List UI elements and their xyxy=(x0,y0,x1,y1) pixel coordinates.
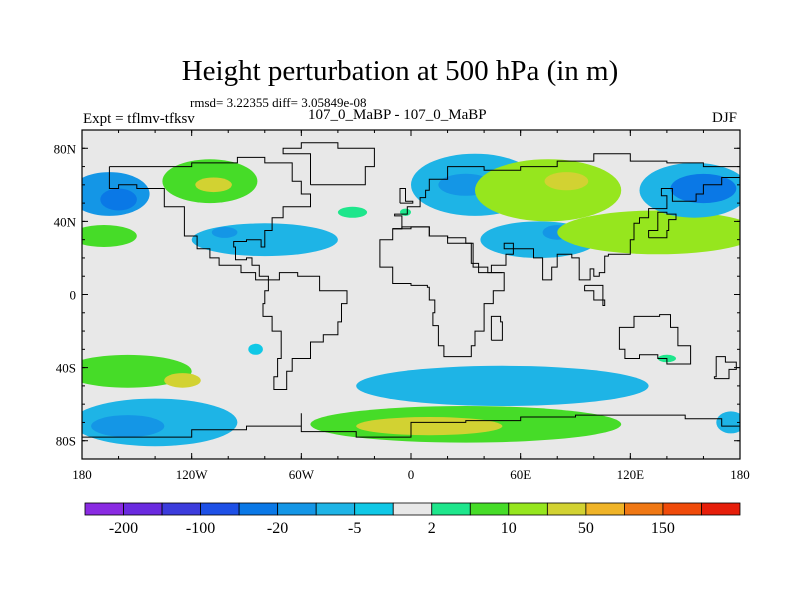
coastline xyxy=(618,314,692,365)
coastline xyxy=(392,153,740,230)
experiment-label: Expt = tflmv-tfksv xyxy=(83,111,195,127)
coastline xyxy=(713,356,737,380)
x-tick-label: 60E xyxy=(510,467,531,482)
plot-area xyxy=(81,129,741,460)
coastline xyxy=(648,211,677,239)
chart-subtitle: 107_0_MaBP - 107_0_MaBP xyxy=(308,107,487,123)
anomaly-region xyxy=(716,411,740,434)
colorbar-box xyxy=(469,502,510,516)
anomaly-region xyxy=(248,343,263,355)
anomaly-region xyxy=(544,172,589,191)
colorbar-box xyxy=(701,502,741,516)
coastline xyxy=(584,284,606,306)
anomaly-region xyxy=(82,354,192,388)
coastline xyxy=(82,413,740,438)
anomaly-region xyxy=(91,415,165,438)
anomaly-region xyxy=(474,159,622,222)
stats-line: rmsd= 3.22355 diff= 3.05849e-08 xyxy=(190,95,367,110)
colorbar-label: 2 xyxy=(428,520,436,537)
axes: 180 120W 60W 0 60E 120E 180 80N 40N 0 40S 80S xyxy=(54,129,750,482)
y-tick-label: 40S xyxy=(56,361,76,376)
colorbar-box xyxy=(200,502,240,516)
coastline xyxy=(379,226,505,358)
colorbar-box xyxy=(354,502,394,516)
coastline xyxy=(108,156,311,281)
anomaly-region xyxy=(82,225,137,247)
coastlines xyxy=(82,142,740,438)
x-tick-label: 180 xyxy=(72,467,92,482)
colorbar: -200 -100 -20 -5 2 10 50 150 xyxy=(84,502,741,537)
colorbar-box xyxy=(238,502,279,516)
anomaly-region xyxy=(164,373,201,388)
coastline xyxy=(282,142,375,186)
colorbar-label: -5 xyxy=(348,520,361,537)
anomaly-region xyxy=(356,365,649,406)
colorbar-box xyxy=(508,502,548,516)
colorbar-box xyxy=(315,502,356,516)
anomaly-region xyxy=(356,417,503,436)
coastline xyxy=(490,315,503,341)
colorbar-box xyxy=(277,502,317,516)
coastline xyxy=(399,188,414,204)
anomaly-region xyxy=(195,177,232,193)
anomaly-region xyxy=(400,208,411,216)
colorbar-box xyxy=(123,502,163,516)
x-tick-label: 120E xyxy=(617,467,645,482)
colorbar-box xyxy=(585,502,625,516)
colorbar-box xyxy=(431,502,471,516)
x-tick-label: 180 xyxy=(730,467,750,482)
colorbar-box xyxy=(624,502,664,516)
x-tick-label: 60W xyxy=(289,467,315,482)
colorbar-label: -200 xyxy=(109,520,138,537)
anomaly-region xyxy=(337,206,368,218)
chart-title: Height perturbation at 500 hPa (in m) xyxy=(181,55,619,87)
anomaly-region xyxy=(211,226,238,238)
coastline xyxy=(392,177,740,281)
x-tick-label: 120W xyxy=(176,467,209,482)
colorbar-label: 50 xyxy=(578,520,594,537)
colorbar-box xyxy=(84,502,124,516)
season-label: DJF xyxy=(712,110,738,126)
y-tick-label: 80S xyxy=(56,434,76,449)
y-tick-label: 80N xyxy=(54,141,77,156)
colorbar-label: 10 xyxy=(501,520,517,537)
colorbar-label: 150 xyxy=(651,520,675,537)
colorbar-box xyxy=(161,502,201,516)
y-tick-label: 0 xyxy=(70,288,77,303)
colorbar-box xyxy=(546,502,587,516)
coastline xyxy=(262,272,348,390)
colorbar-box xyxy=(662,502,702,516)
colorbar-label: -20 xyxy=(267,520,288,537)
colorbar-box xyxy=(392,502,433,516)
anomaly-region xyxy=(100,188,137,211)
x-tick-label: 0 xyxy=(408,467,415,482)
y-tick-label: 40N xyxy=(54,214,77,229)
colorbar-label: -100 xyxy=(186,520,215,537)
